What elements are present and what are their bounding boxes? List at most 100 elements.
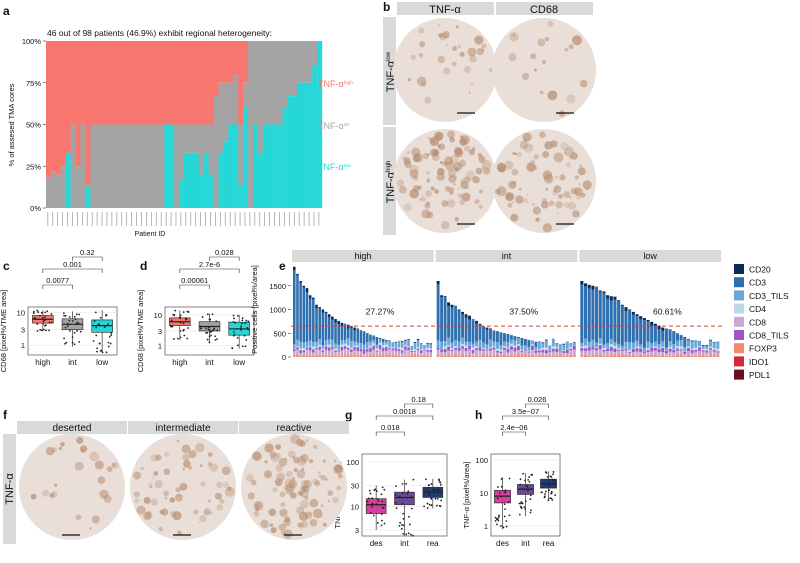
tissue-core-b-4-blob: [544, 141, 553, 150]
bar-e-low-25-seg5: [672, 332, 676, 344]
point-c-2: [107, 345, 110, 348]
bar-e-low-2-seg2: [587, 347, 591, 351]
bar-e-low-26-seg1: [675, 350, 679, 355]
tissue-core-f-intermediate-blob: [193, 509, 199, 515]
bar-e-low-7-seg0: [606, 355, 610, 357]
bar-a-high-2: [55, 41, 61, 175]
point-d-2: [233, 333, 236, 336]
bar-e-high-9-seg6: [321, 309, 325, 313]
bar-e-int-23-seg0: [516, 354, 520, 357]
bar-e-int-6-seg4: [457, 341, 461, 348]
tissue-core-b-4-blob: [522, 132, 532, 142]
tissue-core-b-1-blob: [488, 67, 494, 73]
bar-e-high-39-seg4: [416, 339, 420, 347]
bar-e-high-7-seg3: [315, 346, 318, 348]
bar-e-low-28-seg5: [683, 337, 687, 347]
bar-e-int-9-seg2: [468, 345, 471, 350]
bar-e-low-10-seg6: [617, 300, 621, 301]
bar-e-int-4-seg5: [450, 307, 454, 343]
bar-e-high-8-seg5: [318, 308, 321, 340]
bar-e-int-2-seg5: [443, 297, 447, 342]
bar-e-low-36-seg2: [712, 349, 716, 352]
tissue-core-f-reactive-blob: [301, 467, 305, 471]
tissue-core-b-4-blob: [554, 175, 559, 180]
patient-id-19: [141, 212, 142, 226]
bar-a-high-34: [213, 41, 219, 97]
bar-e-int-28-seg4: [534, 346, 538, 350]
bar-e-low-21-seg3: [657, 347, 661, 349]
bar-e-int-16-seg5: [492, 330, 496, 342]
bar-e-int-10-seg1: [471, 353, 475, 356]
bar-e-high-19-seg2: [353, 347, 356, 351]
ytick-label-h-1: 10: [480, 489, 488, 498]
bar-e-low-13-seg6: [628, 309, 632, 311]
point-h-2: [552, 473, 554, 476]
bar-e-high-39-seg0: [416, 354, 420, 357]
tissue-core-b-4-blob: [533, 153, 540, 160]
point-c-0: [32, 312, 35, 315]
bar-a-high-7: [80, 41, 86, 125]
bar-a-int-27: [179, 124, 185, 180]
ytick-label-h-0: 1: [484, 522, 488, 531]
bar-e-int-14-seg3: [485, 349, 489, 350]
legend-e-label-CD8: CD8: [749, 317, 766, 327]
patient-id-4: [67, 212, 68, 226]
tissue-core-b-3-blob: [434, 131, 443, 141]
point-c-1: [64, 342, 66, 345]
point-g-0: [368, 497, 370, 500]
bar-a-int-46: [272, 41, 278, 125]
tissue-core-b-4-blob: [548, 200, 555, 207]
bar-e-high-18-seg2: [350, 349, 353, 353]
point-d-0: [171, 325, 174, 328]
bar-e-high-22-seg0: [362, 355, 366, 357]
point-h-2: [548, 484, 551, 487]
bar-e-low-21-seg4: [657, 344, 661, 348]
tissue-core-b-1-blob: [437, 24, 441, 27]
tissue-core-b-4-blob: [570, 187, 578, 195]
tissue-core-f-intermediate-blob: [219, 499, 225, 505]
tissue-core-b-4-blob: [582, 180, 592, 190]
tissue-core-b-3-blob: [448, 187, 455, 194]
patient-id-42: [254, 212, 256, 226]
bar-e-high-7-seg0: [315, 354, 318, 357]
bar-e-int-24-seg5: [520, 338, 524, 346]
bar-e-high-25-seg1: [372, 349, 375, 355]
point-g-2: [426, 502, 429, 505]
bar-e-low-20-seg3: [653, 346, 657, 348]
tissue-core-b-1-blob: [467, 47, 477, 57]
tissue-core-f-reactive-blob: [296, 456, 307, 466]
point-h-1: [528, 476, 531, 479]
bar-a-low-47: [277, 124, 283, 208]
bar-e-low-37-seg2: [716, 351, 720, 353]
tissue-core-f-intermediate-blob: [207, 499, 211, 503]
bar-e-low-17-seg6: [642, 318, 646, 321]
bar-e-high-6-seg0: [312, 355, 315, 357]
bar-e-high-37-seg4: [410, 345, 414, 351]
bar-e-high-10-seg0: [324, 354, 328, 357]
bar-e-low-12-seg4: [624, 341, 628, 349]
bar-e-int-28-seg0: [534, 355, 538, 357]
point-d-0: [182, 322, 185, 325]
bracket-d-0: [179, 284, 210, 289]
bar-a-low-27: [179, 179, 185, 208]
bracket-g-0: [375, 431, 405, 436]
bar-e-low-25-seg2: [672, 349, 676, 353]
bracket-h-0: [502, 431, 526, 436]
xtick-label-c-1: int: [68, 358, 77, 367]
ytick-label-a-2: 50%: [26, 121, 41, 130]
bar-e-int-13-seg4: [482, 342, 485, 348]
bar-e-low-16-seg4: [639, 344, 643, 348]
bar-e-int-23-seg2: [516, 345, 520, 351]
bar-e-low-4-seg1: [595, 350, 599, 355]
bar-e-low-1-seg2: [584, 348, 588, 351]
tissue-core-b-3-blob: [403, 157, 411, 165]
bar-e-int-0-seg5: [436, 284, 440, 341]
pvalue-h-0: 2.4e−06: [500, 423, 527, 432]
bar-e-high-23-seg5: [366, 333, 369, 343]
bar-e-low-28-seg1: [683, 353, 687, 356]
bar-e-low-2-seg0: [587, 355, 591, 357]
bar-e-high-18-seg0: [350, 354, 353, 357]
point-c-2: [101, 351, 104, 354]
bar-e-int-22-seg4: [513, 340, 517, 346]
point-g-0: [376, 522, 379, 524]
